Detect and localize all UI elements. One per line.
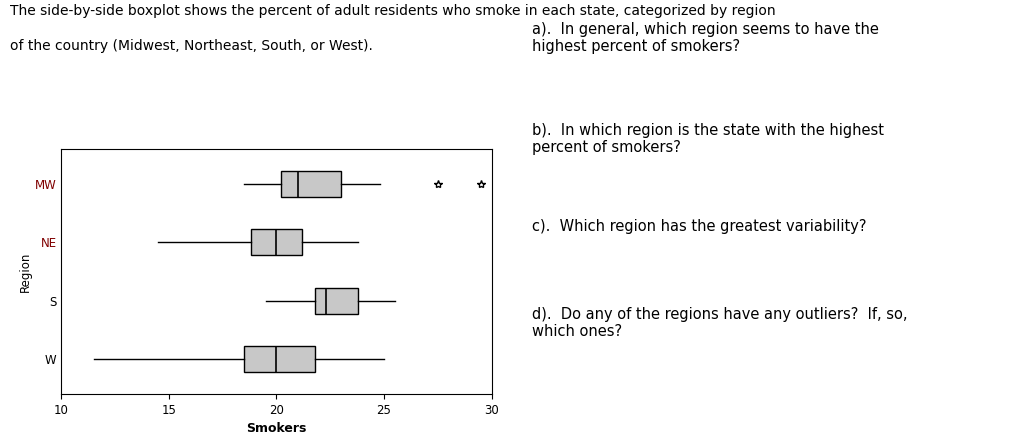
PathPatch shape (245, 346, 315, 372)
Text: b).  In which region is the state with the highest
percent of smokers?: b). In which region is the state with th… (532, 123, 885, 155)
Text: c).  Which region has the greatest variability?: c). Which region has the greatest variab… (532, 219, 867, 234)
PathPatch shape (281, 171, 341, 197)
Text: d).  Do any of the regions have any outliers?  If, so,
which ones?: d). Do any of the regions have any outli… (532, 307, 908, 339)
Text: a).  In general, which region seems to have the
highest percent of smokers?: a). In general, which region seems to ha… (532, 22, 880, 54)
X-axis label: Smokers: Smokers (247, 423, 306, 435)
Text: of the country (Midwest, Northeast, South, or West).: of the country (Midwest, Northeast, Sout… (10, 39, 373, 53)
Text: The side-by-side boxplot shows the percent of adult residents who smoke in each : The side-by-side boxplot shows the perce… (10, 4, 776, 18)
PathPatch shape (251, 229, 302, 255)
Y-axis label: Region: Region (19, 251, 32, 292)
PathPatch shape (315, 288, 358, 314)
